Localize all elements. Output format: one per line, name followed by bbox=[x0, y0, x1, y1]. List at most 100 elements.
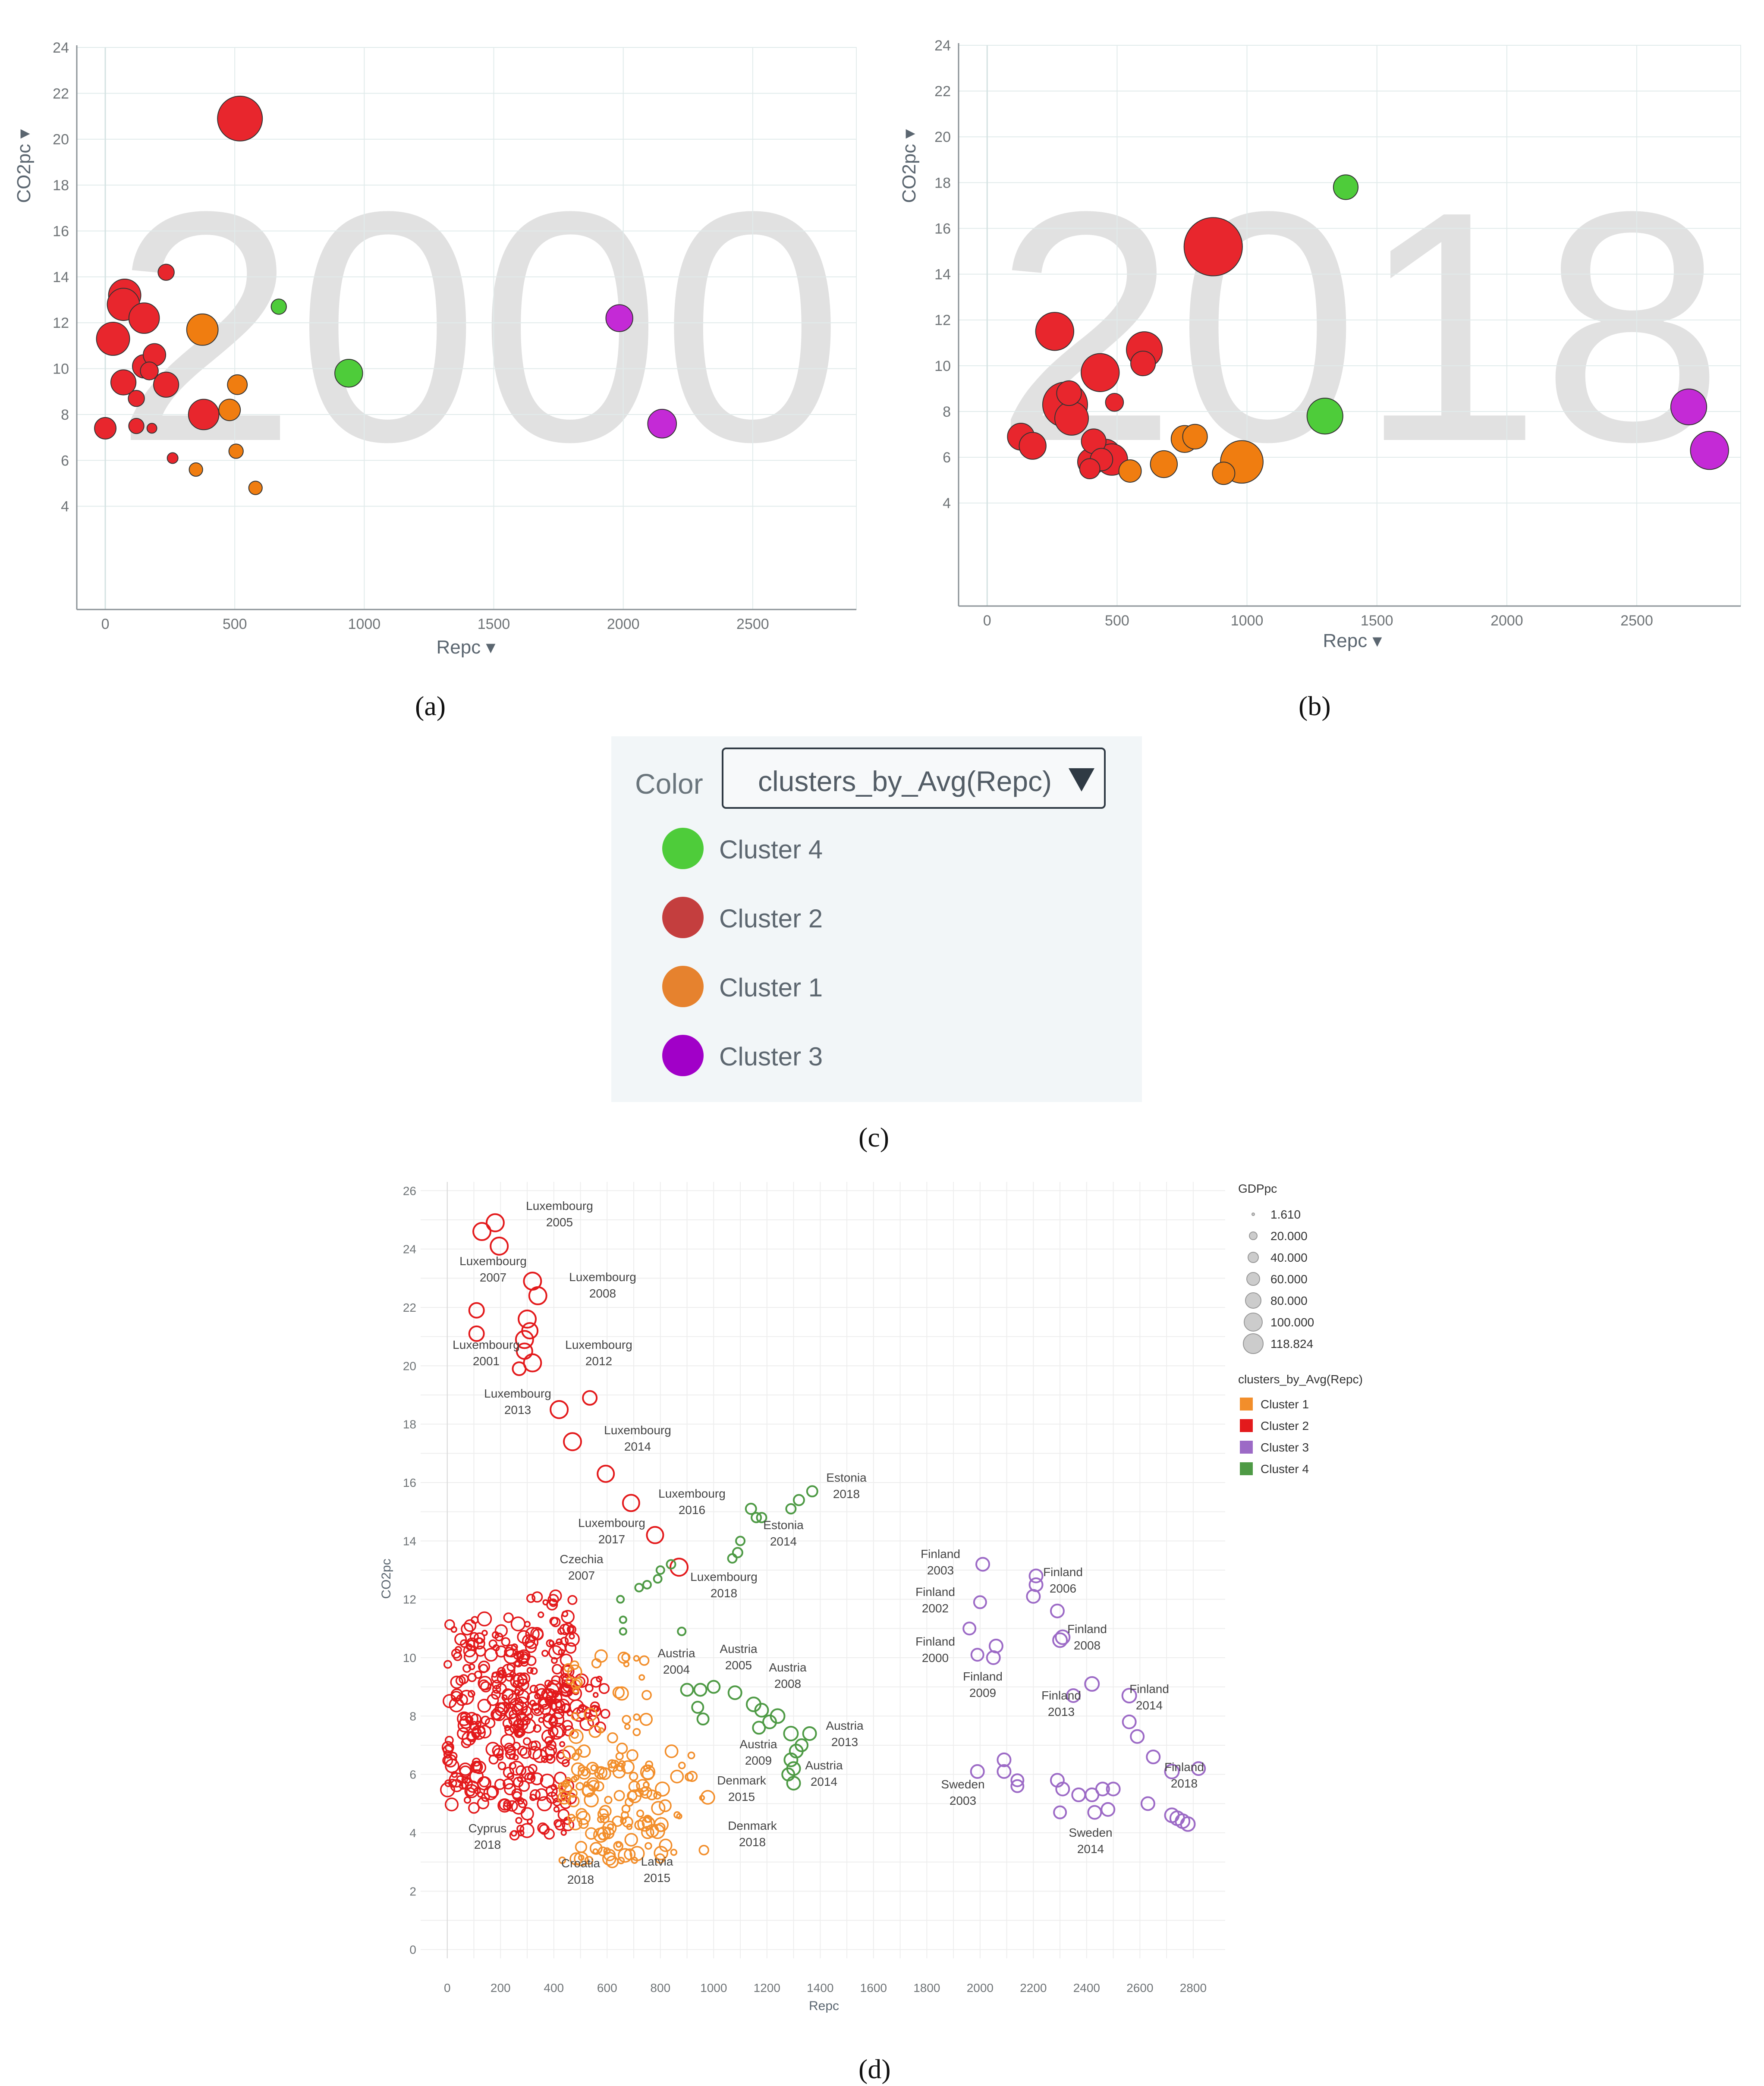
data-point bbox=[732, 1547, 743, 1558]
data-point bbox=[513, 1680, 520, 1687]
point-annotation: Estonia 2014 bbox=[763, 1518, 804, 1548]
x-tick-label: 2400 bbox=[1073, 1981, 1100, 1995]
data-point bbox=[480, 1681, 492, 1693]
data-point bbox=[614, 1686, 629, 1701]
data-point bbox=[549, 1617, 559, 1626]
scatter-chart-2000: 2000 0 500 1000 1500 2000 2500 4 6 8 10 12 14 16 18 20… bbox=[13, 40, 857, 658]
data-point bbox=[678, 1762, 686, 1769]
size-legend-title: GDPpc bbox=[1238, 1182, 1277, 1195]
data-point bbox=[613, 1790, 625, 1801]
data-point bbox=[504, 1647, 514, 1657]
data-point bbox=[756, 1512, 767, 1524]
data-point bbox=[468, 1325, 485, 1342]
data-point bbox=[546, 1639, 554, 1647]
legend-item-label: Cluster 3 bbox=[719, 1042, 823, 1071]
data-point bbox=[515, 1817, 522, 1824]
y-tick-label: 20 bbox=[934, 129, 951, 145]
y-tick-label: 20 bbox=[53, 132, 69, 148]
data-point bbox=[806, 1485, 818, 1498]
data-point bbox=[988, 1638, 1003, 1653]
data-point bbox=[551, 1657, 558, 1664]
data-point bbox=[521, 1766, 535, 1780]
data-point bbox=[455, 1675, 466, 1686]
data-point bbox=[558, 1682, 573, 1697]
data-point bbox=[153, 371, 179, 398]
data-point bbox=[483, 1785, 498, 1800]
data-point bbox=[477, 1611, 492, 1627]
dropdown-arrow-icon[interactable] bbox=[1069, 768, 1094, 792]
point-annotation: Austria 2004 bbox=[657, 1646, 695, 1676]
y-tick-label: 6 bbox=[61, 452, 69, 469]
data-point bbox=[571, 1712, 580, 1721]
x-tick-label: 800 bbox=[650, 1981, 670, 1995]
annotation-year: 2001 bbox=[473, 1354, 500, 1368]
data-point bbox=[606, 1855, 619, 1869]
data-point bbox=[1212, 462, 1236, 485]
data-point bbox=[569, 1633, 575, 1640]
data-point bbox=[472, 1762, 482, 1772]
data-point bbox=[509, 1697, 524, 1712]
data-point bbox=[465, 1712, 478, 1725]
annotation-year: 2013 bbox=[1048, 1705, 1075, 1718]
annotation-year: 2013 bbox=[831, 1735, 858, 1749]
data-point bbox=[501, 1637, 511, 1646]
data-point bbox=[450, 1688, 463, 1701]
annotation-name: Finland bbox=[963, 1670, 1003, 1683]
data-point bbox=[531, 1703, 544, 1716]
point-annotation: Luxembourg 2008 bbox=[569, 1270, 636, 1300]
y-tick-label: 10 bbox=[403, 1651, 416, 1665]
y-tick-label: 8 bbox=[61, 407, 69, 423]
x-axis-title[interactable]: Repc ▾ bbox=[1323, 630, 1382, 651]
data-point bbox=[1146, 1750, 1161, 1765]
data-point bbox=[444, 1619, 455, 1630]
y-tick-label: 12 bbox=[403, 1593, 416, 1606]
data-point bbox=[986, 1650, 1001, 1665]
data-point bbox=[638, 1674, 645, 1681]
data-point bbox=[1122, 1714, 1137, 1729]
dropdown-value: clusters_by_Avg(Repc) bbox=[758, 765, 1052, 797]
data-point bbox=[700, 1790, 715, 1805]
data-point bbox=[547, 1594, 559, 1605]
data-point bbox=[608, 1762, 618, 1772]
data-point bbox=[563, 1663, 573, 1673]
color-dropdown[interactable]: clusters_by_Avg(Repc) bbox=[722, 748, 1106, 809]
data-point bbox=[516, 1825, 525, 1833]
data-point bbox=[526, 1667, 534, 1674]
y-axis-title[interactable]: CO2pc ▾ bbox=[13, 129, 35, 203]
annotation-name: Cyprus bbox=[469, 1822, 507, 1835]
data-point bbox=[558, 1857, 566, 1864]
data-point bbox=[469, 1632, 479, 1641]
data-point bbox=[654, 1781, 670, 1797]
size-legend-symbol bbox=[1243, 1333, 1264, 1354]
data-point bbox=[783, 1725, 799, 1741]
x-tick-label: 2500 bbox=[736, 616, 769, 632]
y-tick-label: 20 bbox=[403, 1359, 416, 1373]
data-point bbox=[582, 1390, 598, 1406]
data-point bbox=[248, 481, 263, 495]
x-tick-label: 1000 bbox=[348, 616, 381, 632]
annotation-year: 2009 bbox=[745, 1754, 772, 1767]
data-point bbox=[522, 1737, 531, 1746]
panel-label-d: (d) bbox=[858, 2054, 891, 2084]
data-point bbox=[157, 264, 175, 281]
data-point bbox=[696, 1712, 710, 1726]
data-point bbox=[751, 1512, 762, 1524]
data-point bbox=[670, 1558, 689, 1577]
color-legend-label: Cluster 4 bbox=[1261, 1462, 1309, 1476]
data-point bbox=[444, 1736, 454, 1745]
size-legend-symbol bbox=[1245, 1292, 1261, 1309]
annotation-name: Sweden bbox=[1069, 1826, 1112, 1839]
annotation-year: 2018 bbox=[567, 1873, 594, 1886]
y-tick-label: 18 bbox=[934, 175, 951, 191]
annotation-year: 2014 bbox=[624, 1440, 651, 1453]
x-tick-label: 0 bbox=[444, 1981, 451, 1995]
data-point bbox=[556, 1638, 563, 1646]
x-axis-title[interactable]: Repc ▾ bbox=[436, 637, 495, 658]
x-tick-label: 600 bbox=[597, 1981, 617, 1995]
y-axis-title[interactable]: CO2pc ▾ bbox=[899, 129, 920, 203]
data-point bbox=[140, 361, 159, 380]
data-point bbox=[762, 1714, 777, 1729]
data-point bbox=[548, 1645, 563, 1660]
data-point bbox=[488, 1754, 499, 1765]
data-point bbox=[504, 1725, 510, 1731]
